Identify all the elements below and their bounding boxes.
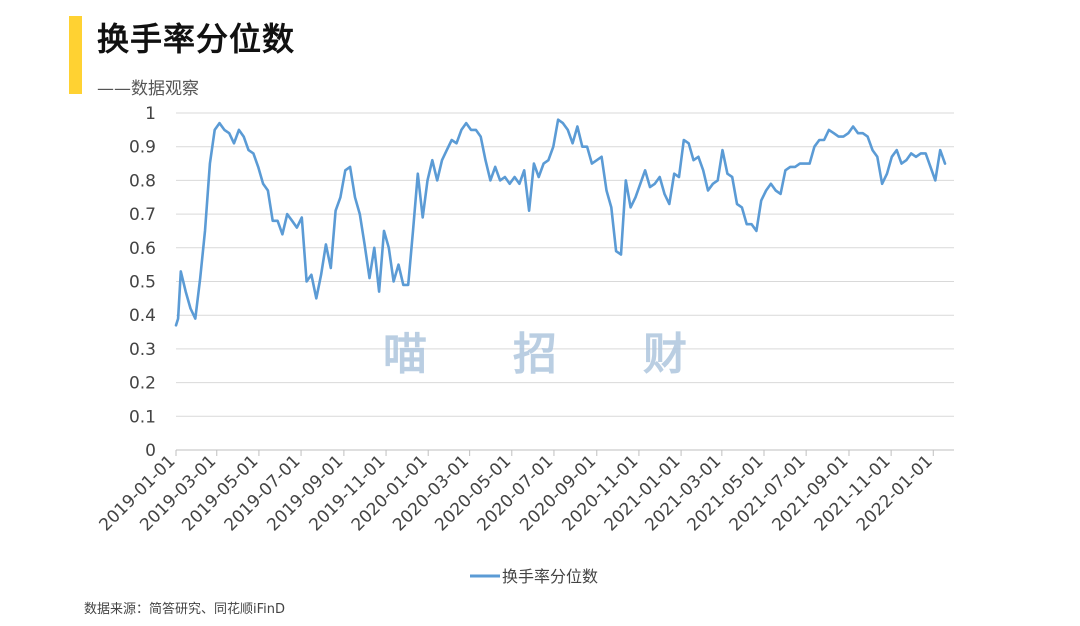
x-axis: 2019-01-012019-03-012019-05-012019-07-01…	[96, 449, 954, 535]
series-line	[174, 118, 947, 327]
y-tick-label: 0.4	[129, 306, 156, 326]
y-tick-label: 0.6	[129, 239, 156, 259]
watermark-char-1: 喵	[383, 329, 427, 380]
y-tick-label: 0.8	[129, 171, 156, 191]
watermark-char-2: 招	[513, 329, 557, 380]
data-source-note: 数据来源：简答研究、同花顺iFinD	[84, 602, 286, 617]
y-tick-label: 0.9	[129, 138, 156, 158]
y-tick-label: 1	[145, 104, 156, 124]
page-subtitle: ——数据观察	[97, 79, 199, 99]
y-tick-label: 0.2	[129, 374, 156, 394]
legend-label: 换手率分位数	[502, 567, 598, 586]
y-tick-label: 0.3	[129, 340, 156, 360]
grid-lines	[176, 112, 954, 451]
y-tick-label: 0.1	[129, 407, 156, 427]
y-tick-label: 0.5	[129, 273, 156, 293]
y-axis-ticks: 0 0.1 0.2 0.3 0.4 0.5 0.6 0.7 0.8 0.9 1	[129, 104, 156, 461]
title-accent-bar	[69, 16, 82, 94]
page-title: 换手率分位数	[97, 20, 296, 58]
legend: 换手率分位数	[470, 567, 598, 586]
y-tick-label: 0	[145, 441, 156, 461]
series-group	[174, 118, 947, 327]
y-tick-label: 0.7	[129, 205, 156, 225]
watermark-char-3: 财	[643, 329, 687, 380]
